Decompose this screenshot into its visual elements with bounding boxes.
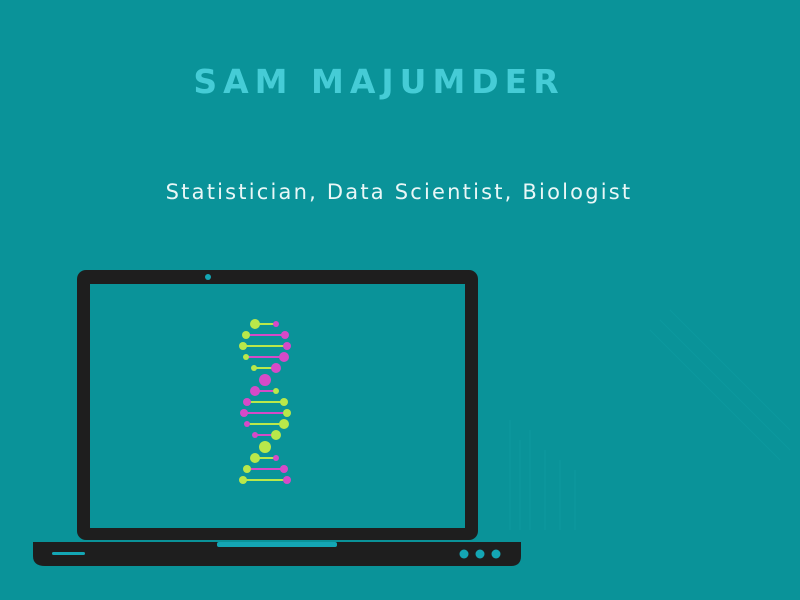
tagline: Statistician, Data Scientist, Biologist	[165, 180, 633, 204]
status-light	[459, 549, 469, 559]
status-light	[491, 549, 501, 559]
status-light	[475, 549, 485, 559]
laptop-base	[33, 542, 521, 566]
camera-icon	[205, 274, 211, 280]
laptop-screen	[90, 284, 465, 528]
dna-helix-icon	[239, 319, 291, 484]
port-slot	[52, 552, 85, 555]
touchpad-notch	[217, 542, 337, 547]
page-title: SAM MAJUMDER	[193, 62, 565, 101]
